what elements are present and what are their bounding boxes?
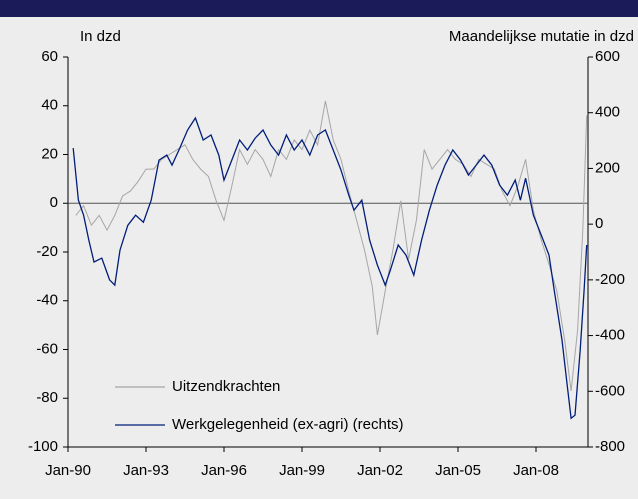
y2-tick-label: -600	[595, 382, 625, 399]
y2-tick-label: -200	[595, 271, 625, 288]
series-line	[72, 116, 588, 420]
y-tick-label: 40	[41, 97, 58, 114]
x-tick-label: Jan-96	[201, 462, 247, 479]
y-axis-label: In dzd	[80, 28, 121, 45]
y2-tick-label: 200	[595, 159, 620, 176]
y-tick-label: -80	[36, 389, 58, 406]
y-tick-label: -40	[36, 292, 58, 309]
series-line	[75, 100, 588, 391]
y2-tick-label: 0	[595, 215, 603, 232]
y-tick-label: -100	[28, 438, 58, 455]
x-tick-label: Jan-05	[435, 462, 481, 479]
y-tick-label: 20	[41, 145, 58, 162]
y-tick-label: 0	[50, 194, 58, 211]
y2-tick-label: -800	[595, 438, 625, 455]
y-tick-label: 60	[41, 48, 58, 65]
x-tick-label: Jan-08	[513, 462, 559, 479]
x-tick-label: Jan-93	[123, 462, 169, 479]
x-tick-label: Jan-02	[357, 462, 403, 479]
y-tick-label: -20	[36, 243, 58, 260]
y2-axis-label: Maandelijkse mutatie in dzd	[449, 28, 634, 45]
y-tick-label: -60	[36, 340, 58, 357]
y2-tick-label: -400	[595, 327, 625, 344]
y2-tick-label: 600	[595, 48, 620, 65]
x-tick-label: Jan-99	[279, 462, 325, 479]
legend-label: Werkgelegenheid (ex-agri) (rechts)	[172, 416, 403, 433]
title-band	[0, 0, 638, 17]
x-tick-label: Jan-90	[45, 462, 91, 479]
y2-tick-label: 400	[595, 104, 620, 121]
legend-label: Uitzendkrachten	[172, 378, 280, 395]
